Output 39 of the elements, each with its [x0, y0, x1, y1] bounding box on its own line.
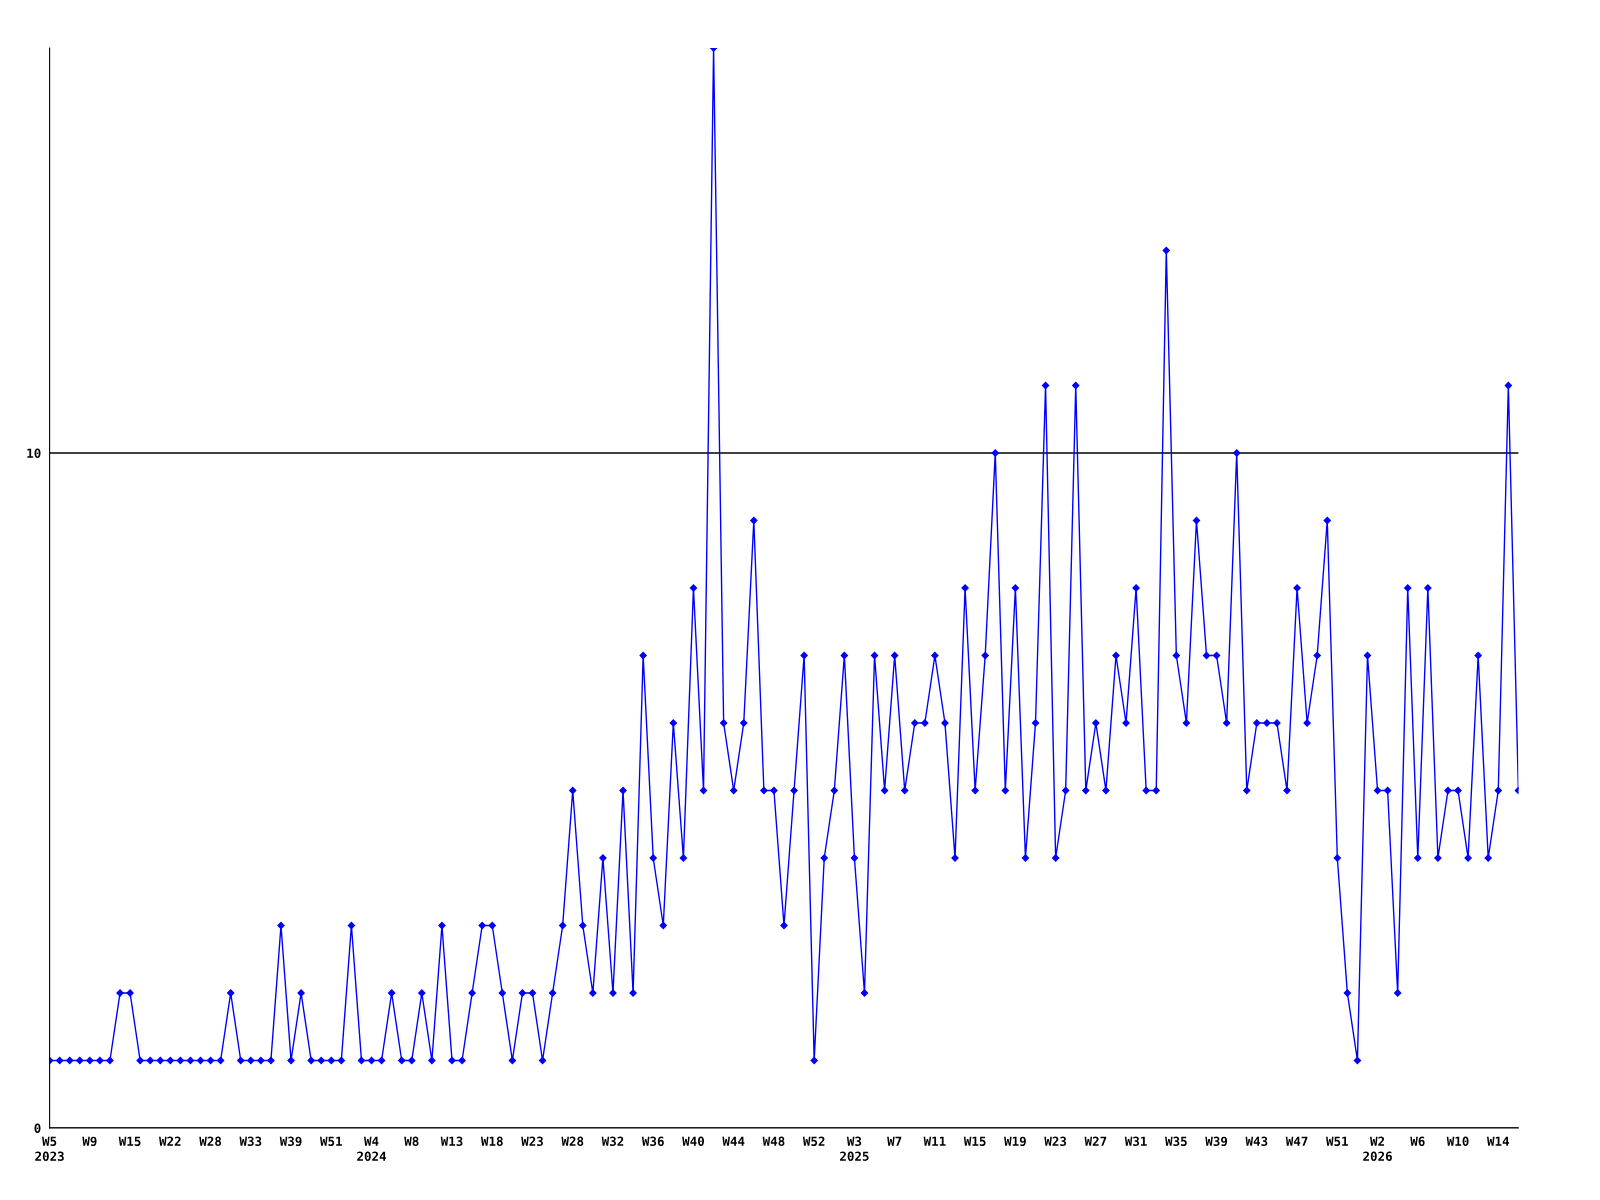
x-tick-label: W47 — [1285, 1136, 1308, 1146]
x-tick-label: W48 — [762, 1136, 785, 1147]
x-tick-label: W40 — [682, 1136, 704, 1147]
x-tick-label: W9 — [82, 1136, 97, 1147]
x-tick-label: W18 — [480, 1136, 503, 1147]
x-tick-label: W28 — [561, 1136, 584, 1147]
x-tick-label: W52 — [802, 1136, 825, 1147]
x-tick-label: W15 — [118, 1136, 141, 1147]
x-tick-label: W39 — [279, 1136, 302, 1147]
x-tick-label: W31 — [1124, 1136, 1147, 1147]
x-tick-label: W5 2023 — [35, 1136, 64, 1161]
x-tick-label: W36 — [641, 1136, 664, 1147]
x-tick-label: W4 2024 — [357, 1136, 387, 1161]
x-tick-label: W19 — [1004, 1136, 1026, 1147]
x-tick-label: W14 — [1486, 1136, 1510, 1146]
y-tick-label: 10 — [27, 448, 41, 458]
x-tick-label: W2 2026 — [1363, 1136, 1392, 1161]
x-tick-label: W13 — [440, 1136, 463, 1147]
x-tick-label: W39 — [1205, 1136, 1228, 1147]
x-tick-label: W32 — [601, 1136, 624, 1147]
y-tick-label: 0 — [34, 1123, 41, 1133]
x-tick-label: W22 — [159, 1136, 181, 1146]
x-tick-label: W43 — [1245, 1136, 1268, 1147]
x-tick-label: W7 — [887, 1136, 902, 1146]
x-tick-label: W51 — [320, 1136, 342, 1147]
x-tick-label: W51 — [1326, 1136, 1349, 1147]
x-tick-label: W35 — [1165, 1136, 1187, 1147]
x-tick-label: W8 — [404, 1136, 419, 1147]
x-tick-label: W44 — [722, 1136, 745, 1146]
x-tick-label: W6 — [1410, 1136, 1425, 1147]
x-tick-label: W15 — [963, 1136, 986, 1147]
x-tick-label: W27 — [1084, 1136, 1107, 1146]
x-tick-label: W3 2025 — [840, 1136, 869, 1161]
x-tick-label: W11 — [923, 1136, 946, 1146]
x-tick-label: W23 — [1044, 1136, 1067, 1147]
x-tick-label: W28 — [199, 1136, 222, 1147]
x-tick-label: W23 — [521, 1136, 543, 1147]
x-tick-label: W33 — [239, 1136, 262, 1147]
x-tick-label: W10 — [1446, 1136, 1469, 1147]
